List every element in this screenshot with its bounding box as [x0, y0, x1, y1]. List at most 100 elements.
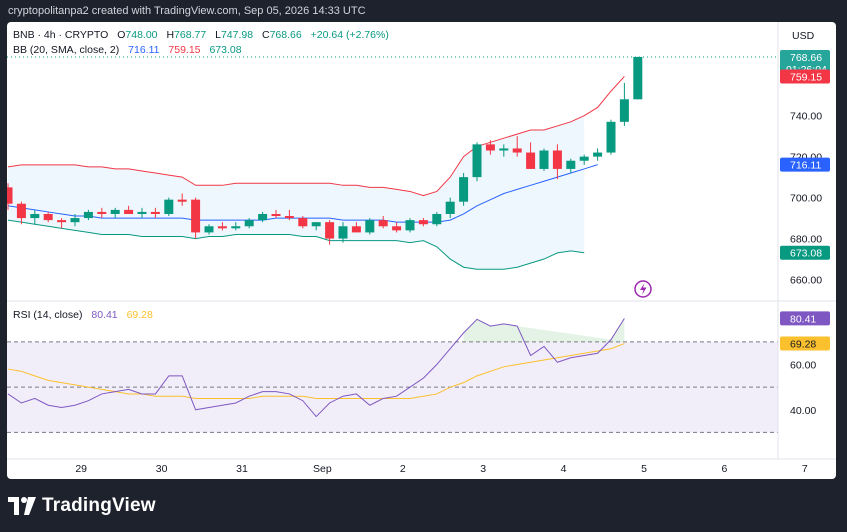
candle-body [593, 152, 603, 157]
price-tick: 700.00 [790, 193, 822, 205]
candle [378, 216, 388, 229]
candle-body [57, 220, 67, 223]
candle-body [392, 226, 402, 231]
candle [606, 119, 616, 155]
time-tick: 3 [480, 463, 486, 475]
candle [43, 211, 53, 223]
candle-body [16, 203, 26, 219]
legend: BNB · 4h · CRYPTO O748.00 H768.77 L747.9… [13, 29, 815, 321]
candle [579, 154, 589, 165]
candle [351, 222, 361, 233]
candle-body [499, 148, 509, 151]
candle-body [191, 199, 201, 233]
candle-body [472, 144, 482, 178]
candle-body [110, 209, 120, 214]
rsi-tag: 80.41 [780, 311, 830, 326]
legend-c-key: C [262, 29, 270, 41]
rsi-tag: 69.28 [780, 336, 830, 351]
candle-body [566, 160, 576, 169]
alert-lightning-icon[interactable] [634, 280, 652, 298]
candle [70, 213, 80, 227]
candle [150, 207, 160, 219]
legend-l-key: L [215, 29, 221, 41]
candle [124, 205, 134, 214]
price-tags: 768.6601:26:04759.15716.11673.0880.4169.… [780, 49, 830, 351]
time-tick: 7 [802, 463, 808, 475]
currency-label: USD [792, 30, 815, 42]
candle-body [284, 216, 294, 219]
price-tag: 673.08 [780, 245, 830, 260]
legend-h-key: H [166, 29, 174, 41]
candle [298, 216, 308, 229]
candle [258, 211, 268, 223]
chart-svg[interactable]: 760.00740.00720.00700.00680.00660.0060.0… [7, 22, 836, 479]
rsi-tag-label: 69.28 [790, 339, 816, 351]
candle-body [150, 211, 160, 214]
legend-rsi-label: RSI (14, close) [13, 309, 82, 321]
legend-symbol: BNB · 4h · CRYPTO [13, 29, 108, 41]
candle-body [485, 144, 495, 151]
tradingview-brand: TradingView [42, 495, 156, 516]
candle-body [325, 222, 335, 239]
price-tag-label: 673.08 [790, 248, 822, 260]
legend-c-val: 768.66 [270, 29, 302, 41]
candle-body [338, 226, 348, 239]
candle [405, 218, 415, 233]
candle [432, 211, 442, 227]
candle [177, 193, 187, 206]
candle-body [418, 220, 428, 225]
candle-body [351, 226, 361, 233]
candle-body [512, 148, 522, 153]
candle [83, 209, 93, 221]
candle [7, 183, 13, 210]
svg-text:BNB · 4h · CRYPTO O748: BNB · 4h · CRYPTO O748.00 H768.77 L747.9… [13, 29, 389, 41]
rsi-tick: 40.00 [790, 405, 816, 417]
candle [30, 209, 40, 225]
rsi-pane [7, 318, 778, 433]
candle-body [271, 213, 281, 217]
time-tick: 4 [561, 463, 567, 475]
chart-panel[interactable]: 760.00740.00720.00700.00680.00660.0060.0… [7, 22, 836, 479]
candle [619, 82, 629, 126]
legend-o-val: 748.00 [125, 29, 157, 41]
candle-body [258, 213, 268, 221]
candle [137, 207, 147, 219]
candle [271, 209, 281, 219]
candle-body [552, 150, 562, 169]
candle [566, 158, 576, 174]
candle [110, 207, 120, 219]
candle-body [432, 213, 442, 225]
candle [418, 218, 428, 227]
candles [7, 56, 778, 298]
candle [217, 222, 227, 231]
candle [284, 209, 294, 221]
candle-body [619, 99, 629, 122]
candle [311, 222, 321, 231]
candle-body [378, 220, 388, 227]
candle-body [445, 201, 455, 214]
price-tag-label: 759.15 [790, 71, 822, 83]
candle-body [459, 177, 469, 202]
candle-body [7, 187, 13, 204]
candle-body [633, 56, 643, 100]
candle-body [70, 218, 80, 223]
time-tick: 29 [75, 463, 87, 475]
candle-body [579, 156, 589, 161]
candle-body [526, 152, 536, 169]
tradingview-logo[interactable]: TradingView [8, 495, 156, 517]
price-tag-label: 716.11 [790, 160, 821, 172]
rsi-overbought-fill [463, 318, 625, 342]
legend-rsi-ma-val: 69.28 [127, 309, 153, 321]
candle-body [311, 222, 321, 227]
candle [325, 220, 335, 245]
candle-body [231, 226, 241, 229]
candle [338, 222, 348, 243]
tradingview-logo-icon [8, 497, 36, 515]
legend-bb-upper: 759.15 [168, 44, 200, 56]
candle-body [97, 211, 107, 214]
legend-bb-label: BB (20, SMA, close, 2) [13, 44, 119, 56]
candle [16, 201, 26, 225]
rsi-line [7, 318, 625, 418]
price-tick: 740.00 [790, 111, 822, 123]
candle-body [43, 213, 53, 221]
